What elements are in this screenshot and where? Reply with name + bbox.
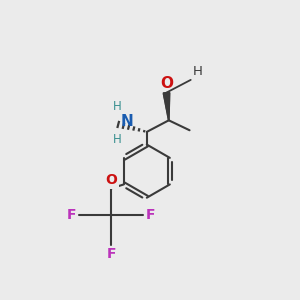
Polygon shape bbox=[163, 92, 170, 94]
Text: F: F bbox=[106, 248, 116, 261]
Polygon shape bbox=[166, 107, 169, 108]
Text: F: F bbox=[67, 208, 76, 222]
Polygon shape bbox=[165, 100, 170, 102]
Polygon shape bbox=[164, 98, 169, 100]
Polygon shape bbox=[166, 106, 169, 107]
Polygon shape bbox=[165, 101, 169, 103]
Polygon shape bbox=[164, 97, 170, 98]
Text: O: O bbox=[160, 76, 173, 91]
Polygon shape bbox=[167, 115, 169, 116]
Polygon shape bbox=[167, 109, 169, 110]
Polygon shape bbox=[168, 117, 169, 118]
Polygon shape bbox=[166, 105, 170, 106]
Polygon shape bbox=[167, 110, 169, 112]
Polygon shape bbox=[165, 102, 169, 104]
Polygon shape bbox=[166, 108, 169, 109]
Polygon shape bbox=[164, 93, 170, 95]
Polygon shape bbox=[167, 111, 169, 112]
Text: O: O bbox=[105, 173, 117, 187]
Polygon shape bbox=[168, 118, 169, 119]
Polygon shape bbox=[164, 94, 169, 96]
Polygon shape bbox=[167, 114, 169, 115]
Polygon shape bbox=[164, 96, 169, 97]
Polygon shape bbox=[168, 116, 169, 117]
Polygon shape bbox=[165, 103, 169, 105]
Text: H: H bbox=[112, 133, 121, 146]
Text: F: F bbox=[146, 208, 155, 222]
Polygon shape bbox=[164, 99, 169, 100]
Polygon shape bbox=[168, 119, 169, 120]
Polygon shape bbox=[167, 112, 169, 114]
Text: H: H bbox=[112, 100, 121, 113]
Text: N: N bbox=[120, 114, 133, 129]
Text: H: H bbox=[193, 65, 203, 78]
